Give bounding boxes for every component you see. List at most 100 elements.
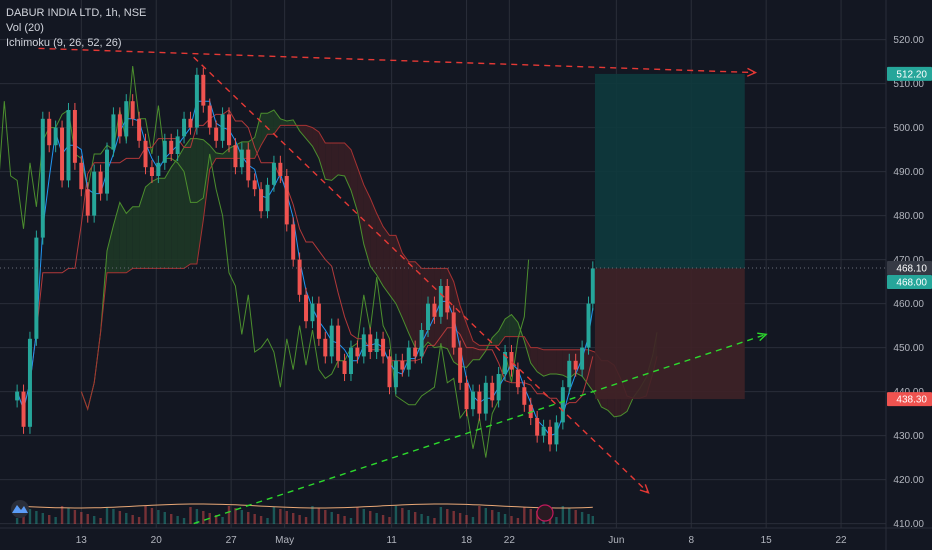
ichimoku-cloud-segment (267, 110, 274, 135)
candle (310, 303, 315, 322)
candle (220, 114, 225, 141)
price-tag-label: 468.10 (896, 263, 927, 274)
ichimoku-cloud-segment (370, 198, 377, 275)
y-tick-label: 460.00 (893, 299, 924, 310)
candle (554, 422, 559, 445)
ichimoku-cloud-segment (492, 331, 499, 346)
volume-bar (362, 509, 366, 524)
candle (464, 382, 469, 410)
volume-bar (356, 507, 359, 524)
ichimoku-cloud-segment (357, 167, 364, 245)
candle (175, 136, 180, 154)
candle (368, 334, 373, 352)
volume-bar (170, 514, 173, 524)
x-tick-label: 22 (835, 535, 847, 546)
volume-bar (253, 514, 256, 524)
x-tick-label: 11 (386, 535, 397, 546)
candle (27, 338, 32, 427)
candle (477, 391, 482, 414)
volume-bar (574, 510, 577, 524)
candle (98, 171, 103, 194)
candle (515, 369, 520, 388)
x-tick-label: 20 (151, 535, 163, 546)
candle (259, 189, 264, 212)
volume-bar (317, 508, 321, 524)
volume-bar (131, 515, 134, 524)
ichimoku-cloud-segment (543, 349, 551, 377)
candle (541, 426, 546, 436)
candle (53, 127, 58, 146)
volume-bar (336, 514, 340, 524)
volume-bar (535, 511, 539, 524)
trend-arrowhead (757, 332, 768, 342)
candle (34, 237, 39, 339)
ichimoku-cloud-segment (556, 349, 563, 376)
ichimoku-cloud-segment (550, 349, 557, 374)
ichimoku-cloud-segment (530, 347, 538, 372)
volume-bar (240, 510, 244, 524)
volume-bar (503, 514, 507, 524)
candle (143, 140, 148, 168)
y-tick-label: 490.00 (893, 167, 924, 178)
candle (509, 352, 514, 370)
trend-line-red (193, 56, 649, 494)
volume-bar (48, 515, 51, 524)
volume-bar (15, 518, 19, 524)
volume-bar (112, 509, 115, 524)
candle (316, 303, 321, 339)
volume-bar (458, 513, 462, 524)
volume-bar (157, 510, 160, 524)
candle (419, 330, 424, 357)
candle (239, 149, 244, 168)
volume-bar (125, 513, 128, 524)
volume-bar (394, 506, 398, 524)
volume-bar (279, 509, 282, 524)
candle (201, 74, 206, 106)
y-tick-label: 420.00 (893, 475, 924, 486)
candle (535, 418, 540, 436)
candle (284, 176, 289, 225)
candle (342, 360, 347, 374)
candle (573, 360, 578, 370)
volume-bar (28, 509, 32, 524)
volume-bar (227, 506, 231, 524)
volume-bar (272, 507, 276, 524)
volume-bar (80, 512, 83, 524)
ichimoku-cloud-segment (505, 314, 512, 337)
volume-bar (285, 511, 288, 524)
candle (271, 162, 276, 185)
volume-bar (259, 516, 263, 524)
candle (323, 338, 328, 357)
volume-bar (311, 506, 314, 524)
ichimoku-cloud-segment (158, 178, 165, 269)
ichimoku-cloud-segment (254, 113, 262, 159)
y-tick-label: 410.00 (893, 519, 924, 530)
candle (79, 162, 84, 190)
ichimoku-cloud-segment (383, 226, 390, 295)
y-tick-label: 430.00 (893, 431, 924, 442)
y-tick-label: 510.00 (893, 79, 924, 90)
volume-bar (266, 518, 269, 524)
x-tick-label: Jun (608, 535, 624, 546)
volume-bar (587, 514, 590, 524)
tradingview-logo-icon (12, 505, 28, 513)
y-tick-label: 520.00 (893, 35, 924, 46)
position-target-zone (594, 73, 745, 269)
ichimoku-cloud-segment (389, 235, 396, 304)
price-tag (887, 66, 932, 81)
volume-bar (529, 509, 532, 524)
trend-arrowhead (746, 67, 758, 77)
candle (528, 404, 533, 418)
ichimoku-cloud-segment (126, 206, 133, 273)
volume-bar (41, 513, 45, 524)
ichimoku-cloud-segment (145, 181, 152, 269)
candle (522, 387, 527, 405)
ichimoku-cloud-segment (331, 143, 339, 181)
ichimoku-cloud-segment (184, 138, 191, 269)
ichimoku-cloud-segment (325, 143, 332, 181)
ichimoku-span-b-line (80, 124, 658, 411)
price-tag-label: 438.30 (896, 395, 927, 406)
ichimoku-cloud-segment (511, 314, 518, 337)
